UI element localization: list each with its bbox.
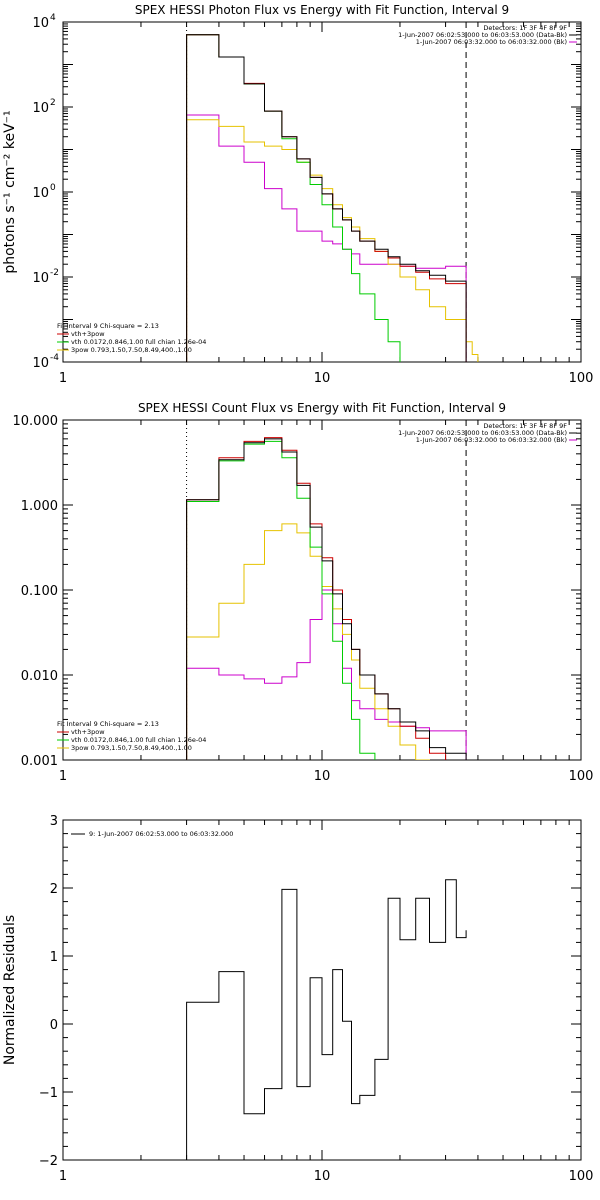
y-tick-label: 1.000: [21, 499, 58, 514]
y-tick-label: 10: [32, 271, 49, 286]
y-tick-label: 0: [50, 1018, 58, 1033]
series-residuals: [186, 879, 467, 1160]
chart-title: SPEX HESSI Count Flux vs Energy with Fit…: [138, 401, 506, 415]
legend-entry: vth 0.0172,0.846,1.00 full chian 1.26e-0…: [71, 736, 206, 744]
y-tick-exponent: 0: [50, 183, 56, 193]
plot-area: [186, 34, 479, 362]
x-tick-label: 100: [569, 371, 594, 386]
y-tick-label: 3: [50, 814, 58, 829]
legend-entry: vth+3pow: [71, 330, 105, 338]
y-tick-label: −1: [39, 1086, 58, 1101]
plot-area: [186, 437, 467, 760]
legend-entry: vth 0.0172,0.846,1.00 full chian 1.26e-0…: [71, 338, 206, 346]
series-data: [186, 34, 467, 362]
y-tick-exponent: -2: [50, 268, 59, 278]
x-tick-label: 1: [59, 1169, 67, 1184]
legend-entry: Detectors: 1F 3F 4F 8F 9F: [483, 422, 567, 430]
plot-area: [186, 879, 467, 1160]
chart-panel-3: Normalized Residuals 1 10 100 −2 −1 0 1 2 3 9: 1-J…: [2, 814, 593, 1184]
y-tick-exponent: 4: [50, 13, 56, 23]
legend-entry: 9: 1-Jun-2007 06:02:53.000 to 06:03:32.0…: [89, 830, 233, 838]
legend-entry: 1-Jun-2007 06:03:32.000 to 06:03:32.000 …: [416, 436, 567, 444]
legend-entry: 1-Jun-2007 06:02:53.000 to 06:03:53.000 …: [398, 429, 567, 437]
y-tick-exponent: -4: [50, 353, 59, 363]
x-tick-label: 100: [569, 1169, 594, 1184]
legend-entry: Fit Interval 9 Chi-square = 2.13: [57, 720, 159, 728]
x-tick-label: 10: [314, 769, 331, 784]
y-tick-label: 10: [32, 16, 49, 31]
chart-title: SPEX HESSI Photon Flux vs Energy with Fi…: [135, 3, 509, 17]
chart-panel-2: SPEX HESSI Count Flux vs Energy with Fit…: [13, 401, 594, 784]
series-thermal: [186, 440, 376, 760]
x-tick-label: 1: [59, 769, 67, 784]
legend-entry: Fit Interval 9 Chi-square = 2.13: [57, 322, 159, 330]
y-tick-label: 10: [32, 186, 49, 201]
y-tick-label: 0.010: [21, 669, 58, 684]
x-tick-label: 10: [314, 1169, 331, 1184]
y-tick-label: 10.000: [13, 414, 59, 429]
y-tick-exponent: 2: [50, 98, 56, 108]
legend-entry: vth+3pow: [71, 728, 105, 736]
y-tick-label: 2: [50, 882, 58, 897]
y-tick-label: 1: [50, 950, 58, 965]
legend-entry: 3pow 0.793,1.50,7.50,8.49,400.,1.00: [71, 744, 192, 752]
y-tick-label: 0.100: [21, 584, 58, 599]
series-powerlaw: [186, 119, 479, 362]
series-background: [186, 589, 467, 760]
y-tick-label: 10: [32, 356, 49, 371]
legend-entry: 1-Jun-2007 06:03:32.000 to 06:03:32.000 …: [416, 38, 567, 46]
y-tick-label: 0.001: [21, 754, 58, 769]
y-tick-label: 10: [32, 101, 49, 116]
y-tick-label: −2: [39, 1154, 58, 1169]
series-data: [186, 438, 467, 760]
x-tick-label: 10: [314, 371, 331, 386]
x-tick-label: 100: [569, 769, 594, 784]
y-axis-label: photons s⁻¹ cm⁻² keV⁻¹: [2, 110, 18, 273]
series-total: [186, 34, 467, 362]
chart-panel-1: SPEX HESSI Photon Flux vs Energy with Fi…: [2, 3, 594, 386]
legend-entry: 3pow 0.793,1.50,7.50,8.49,400.,1.00: [71, 346, 192, 354]
legend-entry: 1-Jun-2007 06:02:53.000 to 06:03:53.000 …: [398, 31, 567, 39]
series-powerlaw: [186, 523, 430, 760]
y-axis-label: Normalized Residuals: [2, 915, 18, 1065]
legend-entry: Detectors: 1F 3F 4F 8F 9F: [483, 24, 567, 32]
x-tick-label: 1: [59, 371, 67, 386]
series-background: [186, 114, 467, 362]
